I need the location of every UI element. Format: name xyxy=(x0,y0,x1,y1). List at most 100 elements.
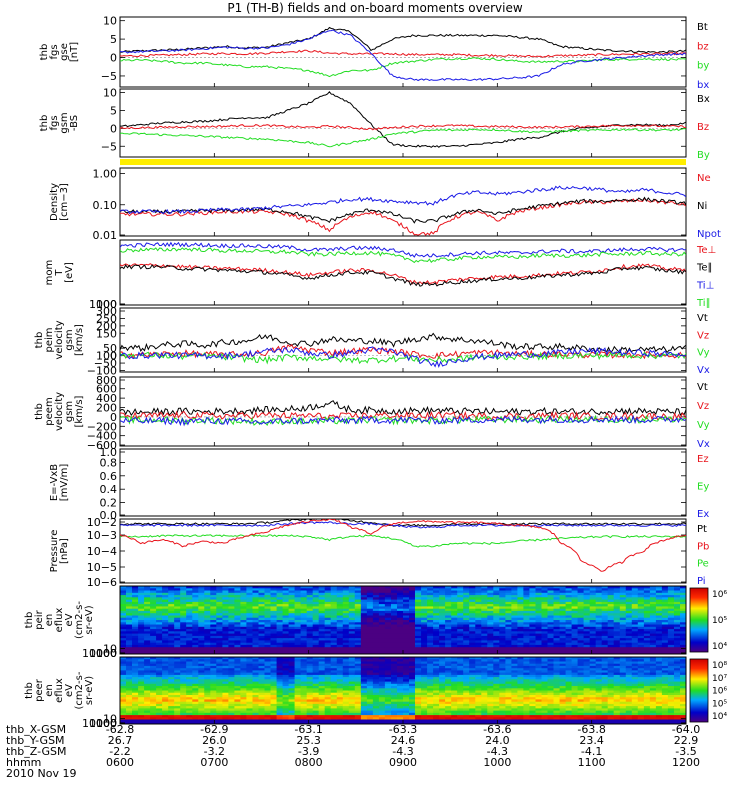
y-tick-label: 0 xyxy=(110,52,117,65)
legend-entry-Vt: Vt xyxy=(697,313,708,324)
y-tick-label: 5 xyxy=(110,33,117,46)
y-tick-label: 150 xyxy=(96,327,117,340)
legend-entry-bx: bx xyxy=(697,80,709,91)
spectrogram xyxy=(120,657,687,725)
legend-entry-Vy: Vy xyxy=(697,420,710,431)
spectrogram xyxy=(120,586,687,655)
legend-entry-Ni: Ni xyxy=(697,201,707,212)
colorbar-tick-label: 10⁵ xyxy=(712,616,727,626)
legend-entry-Vy: Vy xyxy=(697,348,710,359)
y-axis-label-line: [nT] xyxy=(69,42,80,62)
y-axis-label: Pressure[nPa] xyxy=(49,530,70,573)
series-line-Te∥ xyxy=(120,265,686,286)
y-tick-label: 0.6 xyxy=(100,470,118,483)
series-line-Ti∥ xyxy=(120,248,686,263)
y-tick-label: 0.01 xyxy=(93,229,118,242)
legend-entry-Bx: Bx xyxy=(697,94,710,105)
legend-entry-Te⊥: Te⊥ xyxy=(696,245,716,256)
series-group xyxy=(120,401,686,425)
legend-entry-Vx: Vx xyxy=(697,365,710,376)
y-axis-label-line: [cm−3] xyxy=(59,183,70,221)
legend-entry-Ez: Ez xyxy=(697,454,709,465)
y-tick-label: 10−5 xyxy=(87,561,117,574)
y-tick-label: 0.2 xyxy=(100,497,118,510)
figure-title: P1 (TH-B) fields and on-board moments ov… xyxy=(227,1,523,15)
y-tick-label: 0.4 xyxy=(100,483,118,496)
y-tick-label: 10 xyxy=(103,643,117,656)
legend-entry-Vz: Vz xyxy=(697,330,709,341)
legend-entry-by: by xyxy=(697,61,709,72)
y-tick-label: 10 xyxy=(103,15,117,28)
y-tick-label: 0.10 xyxy=(93,199,118,212)
y-tick-label: 5 xyxy=(110,104,117,117)
series-line-Ne xyxy=(120,198,686,235)
legend-entry-Bt: Bt xyxy=(697,22,708,33)
colorbar-tick-label: 10⁶ xyxy=(712,590,727,600)
legend-entry-Pt: Pt xyxy=(697,524,707,535)
panel-8: 10−210−310−410−510−6Pressure[nPa]PtPbPeP… xyxy=(49,516,709,589)
series-line-By xyxy=(120,129,686,147)
series-line-bz xyxy=(120,50,686,57)
series-group xyxy=(120,186,686,235)
y-tick-label: 0.8 xyxy=(100,456,118,469)
y-tick-label: 1.00 xyxy=(93,168,118,181)
legend-entry-Ti⊥: Ti⊥ xyxy=(696,280,714,291)
y-tick-label: 10−6 xyxy=(87,576,117,589)
legend-entry-Ex: Ex xyxy=(697,509,709,520)
series-group xyxy=(120,334,686,367)
series-line-Vz xyxy=(120,412,686,420)
y-tick-label: −5 xyxy=(101,70,117,83)
magnetometer-status-bar xyxy=(120,159,686,165)
panel-frame xyxy=(120,519,686,583)
y-tick-label: −5 xyxy=(101,140,117,153)
series-line-Bz xyxy=(120,125,686,130)
y-axis-label: E=-VxB[mV/m] xyxy=(49,464,70,502)
y-axis-label-line: [mV/m] xyxy=(59,464,70,502)
y-axis-label-line: [km/s] xyxy=(74,324,85,356)
series-group xyxy=(120,243,686,287)
series-line-Vt xyxy=(120,401,686,415)
y-axis-label-line: [km/s] xyxy=(74,395,85,427)
y-axis-label-line: -BS xyxy=(69,115,80,131)
legend-entry-Npot: Npot xyxy=(697,229,721,240)
panel-frame xyxy=(120,449,686,516)
colorbar-tick-label: 10⁴ xyxy=(712,642,727,652)
legend-entry-Bz: Bz xyxy=(697,122,709,133)
y-tick-label: 0 xyxy=(110,122,117,135)
series-line-Bx xyxy=(120,92,686,148)
legend-entry-Ti∥: Ti∥ xyxy=(696,298,711,309)
colorbar xyxy=(690,588,708,652)
legend-entry-By: By xyxy=(697,150,710,161)
legend-entry-Ne: Ne xyxy=(697,173,711,184)
legend-entry-Te∥: Te∥ xyxy=(696,263,713,274)
series-line-bx xyxy=(120,30,686,81)
panel-frame xyxy=(120,17,686,87)
y-axis-label: Density[cm−3] xyxy=(49,183,70,221)
y-axis-label-line: [eV] xyxy=(64,262,75,283)
legend-entry-bz: bz xyxy=(697,41,709,52)
panel-frame xyxy=(120,308,686,372)
y-tick-label: 10 xyxy=(103,87,117,100)
panel-3: 1.00 0.10 0.01 Density[cm−3] Ne Ni Npot xyxy=(49,168,721,242)
y-tick-label: 10−4 xyxy=(87,545,117,558)
y-tick-label: 10−2 xyxy=(87,516,117,529)
series-line-Vz xyxy=(120,345,686,359)
y-axis-label-line: [nPa] xyxy=(59,538,70,564)
legend-entry-Vz: Vz xyxy=(697,401,709,412)
panel-frame xyxy=(120,89,686,157)
legend-entry-Ey: Ey xyxy=(697,482,709,493)
y-axis-label-line: sr-eV) xyxy=(84,605,95,634)
